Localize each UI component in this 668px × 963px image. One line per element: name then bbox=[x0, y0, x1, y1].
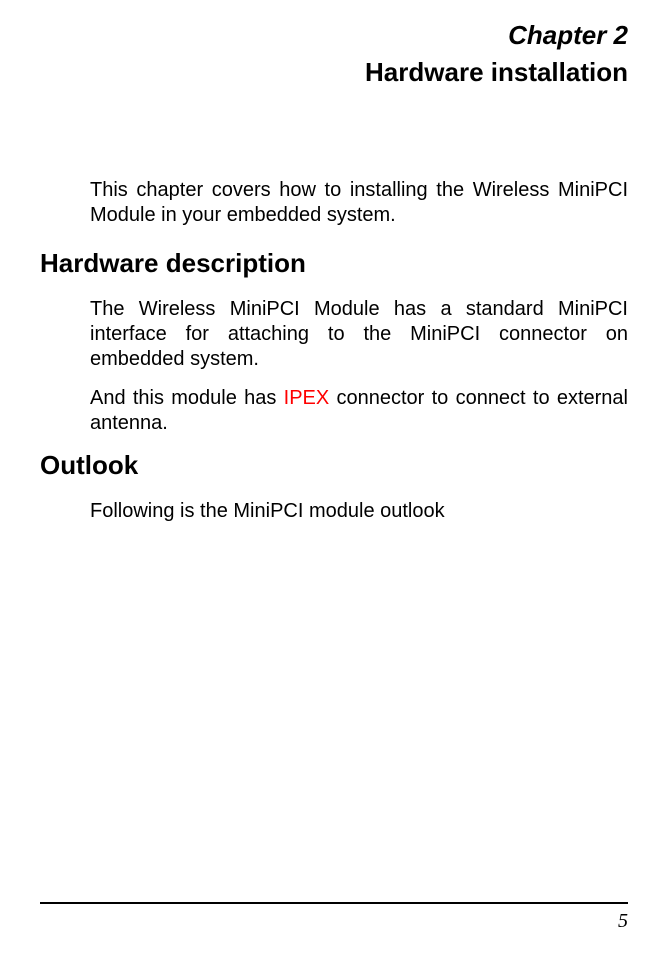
section1-paragraph1: The Wireless MiniPCI Module has a standa… bbox=[90, 297, 628, 372]
footer-divider bbox=[40, 902, 628, 904]
chapter-label: Chapter 2 bbox=[40, 20, 628, 51]
para2-text-before: And this module has bbox=[90, 387, 284, 409]
page-number: 5 bbox=[40, 910, 628, 933]
section-heading-outlook: Outlook bbox=[40, 450, 628, 481]
intro-paragraph: This chapter covers how to installing th… bbox=[90, 178, 628, 228]
section-heading-hardware-description: Hardware description bbox=[40, 248, 628, 279]
section2-paragraph1: Following is the MiniPCI module outlook bbox=[90, 499, 628, 524]
page-footer: 5 bbox=[40, 902, 628, 933]
section1-paragraph2: And this module has IPEX connector to co… bbox=[90, 386, 628, 436]
chapter-title: Hardware installation bbox=[40, 57, 628, 88]
document-page: Chapter 2 Hardware installation This cha… bbox=[0, 0, 668, 963]
para2-highlight-ipex: IPEX bbox=[284, 387, 330, 409]
